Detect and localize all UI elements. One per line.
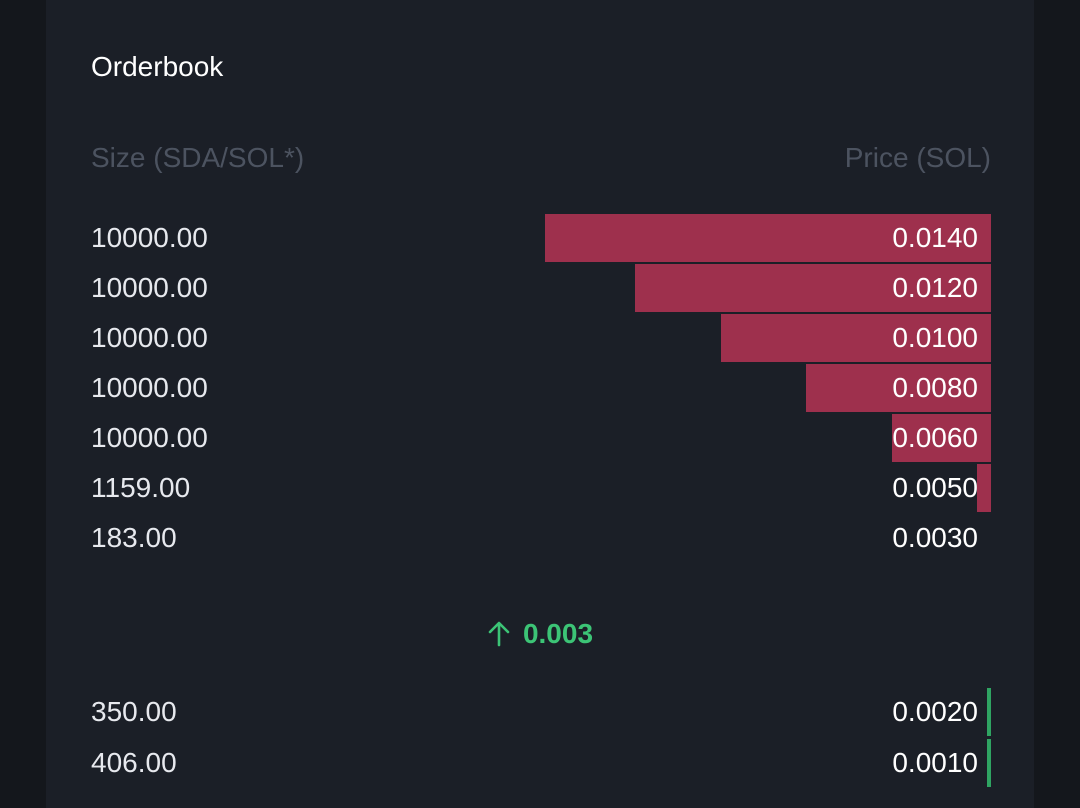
bid-row[interactable]: 406.00 0.0010 <box>46 739 1034 787</box>
ask-row[interactable]: 10000.00 0.0120 <box>46 264 1034 312</box>
ask-depth-bar <box>977 464 991 512</box>
ask-row[interactable]: 183.00 0.0030 <box>46 514 1034 562</box>
ask-price: 0.0120 <box>892 272 978 303</box>
bid-price: 0.0010 <box>892 747 978 778</box>
ask-row[interactable]: 10000.00 0.0100 <box>46 314 1034 362</box>
ask-row[interactable]: 1159.00 0.0050 <box>46 464 1034 512</box>
bid-size: 350.00 <box>91 696 177 727</box>
ask-row[interactable]: 10000.00 0.0060 <box>46 414 1034 462</box>
price-column-header: Price (SOL) <box>844 142 991 173</box>
ask-depth-bar <box>806 364 991 412</box>
size-column-header: Size (SDA/SOL*) <box>91 142 305 173</box>
ask-price: 0.0140 <box>892 222 978 253</box>
ask-row[interactable]: 10000.00 0.0140 <box>46 214 1034 262</box>
bid-depth-bar <box>987 688 991 736</box>
mid-price-value: 0.003 <box>522 618 594 649</box>
ask-row[interactable]: 10000.00 0.0080 <box>46 364 1034 412</box>
ask-price: 0.0080 <box>892 372 978 403</box>
mid-price: 0.003 <box>46 614 1034 654</box>
ask-size: 10000.00 <box>91 222 208 253</box>
ask-depth-bar <box>892 414 991 462</box>
ask-price: 0.0060 <box>892 422 978 453</box>
ask-size: 10000.00 <box>91 272 208 303</box>
ask-depth-bar <box>545 214 991 262</box>
orderbook-title: Orderbook <box>91 51 224 82</box>
ask-size: 10000.00 <box>91 422 208 453</box>
bid-price: 0.0020 <box>892 696 978 727</box>
ask-price: 0.0050 <box>892 472 978 503</box>
bid-row[interactable]: 350.00 0.0020 <box>46 688 1034 736</box>
ask-price: 0.0100 <box>892 322 978 353</box>
ask-price: 0.0030 <box>892 522 978 553</box>
ask-size: 1159.00 <box>91 472 191 503</box>
ask-size: 183.00 <box>91 522 177 553</box>
arrow-up-icon <box>488 621 510 646</box>
ask-depth-bar <box>721 314 991 362</box>
ask-size: 10000.00 <box>91 372 208 403</box>
bid-size: 406.00 <box>91 747 177 778</box>
bid-depth-bar <box>987 739 991 787</box>
ask-depth-bar <box>635 264 991 312</box>
ask-size: 10000.00 <box>91 322 208 353</box>
orderbook-panel: Orderbook Size (SDA/SOL*) Price (SOL) 10… <box>46 0 1034 808</box>
